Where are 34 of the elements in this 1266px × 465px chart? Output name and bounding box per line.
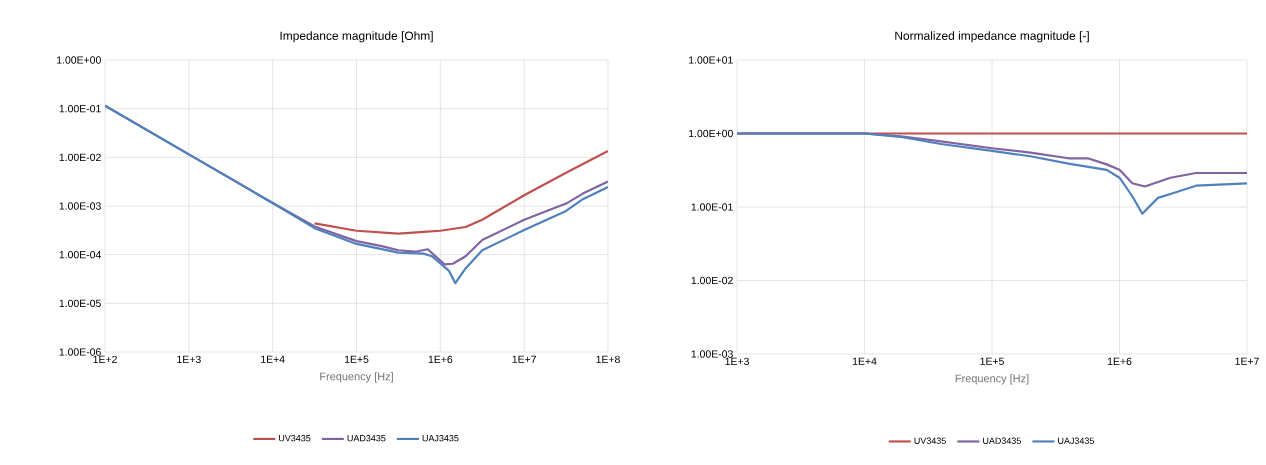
legend-label: UAD3435 bbox=[347, 435, 386, 442]
y-tick-label: 1.00E-03 bbox=[691, 350, 733, 358]
y-tick-label: 1.00E-02 bbox=[59, 153, 101, 162]
y-tick-label: 1.00E-05 bbox=[59, 299, 101, 308]
x-tick-label: 1E+4 bbox=[261, 355, 285, 363]
x-tick-label: 1E+6 bbox=[428, 355, 453, 364]
legend-label: UV3435 bbox=[914, 437, 946, 444]
y-tick-label: 1.00E-06 bbox=[59, 348, 101, 356]
y-tick-label: 1.00E-02 bbox=[691, 276, 733, 285]
x-tick-label: 1E+7 bbox=[512, 355, 537, 363]
legend-label: UAJ3435 bbox=[1058, 437, 1094, 444]
x-tick-label: 1E+4 bbox=[852, 357, 877, 365]
x-tick-label: 1E+2 bbox=[93, 355, 117, 363]
y-tick-label: 1.00E+01 bbox=[689, 56, 733, 64]
legend-label: UV3435 bbox=[279, 435, 311, 442]
legend-label: UAD3435 bbox=[983, 437, 1021, 444]
y-tick-label: 1.00E+00 bbox=[57, 56, 101, 64]
chart-title: Impedance magnitude [Ohm] bbox=[280, 31, 433, 43]
legend-label: UAJ3435 bbox=[422, 435, 459, 442]
x-tick-label: 1E+5 bbox=[980, 357, 1004, 365]
y-tick-label: 1.00E-01 bbox=[59, 104, 101, 113]
x-tick-label: 1E+7 bbox=[1235, 357, 1259, 365]
chart-title: Normalized impedance magnitude [-] bbox=[895, 31, 1089, 43]
y-tick-label: 1.00E+00 bbox=[689, 129, 733, 138]
x-axis-title: Frequency [Hz] bbox=[955, 374, 1029, 385]
x-tick-label: 1E+3 bbox=[725, 357, 749, 366]
x-tick-label: 1E+5 bbox=[344, 355, 369, 363]
x-tick-label: 1E+8 bbox=[596, 355, 620, 364]
y-tick-label: 1.00E-01 bbox=[691, 203, 733, 211]
x-tick-label: 1E+6 bbox=[1107, 357, 1132, 366]
x-axis-title: Frequency [Hz] bbox=[320, 372, 393, 383]
y-tick-label: 1.00E-04 bbox=[59, 250, 102, 259]
x-tick-label: 1E+3 bbox=[177, 355, 201, 364]
y-tick-label: 1.00E-03 bbox=[59, 202, 101, 210]
